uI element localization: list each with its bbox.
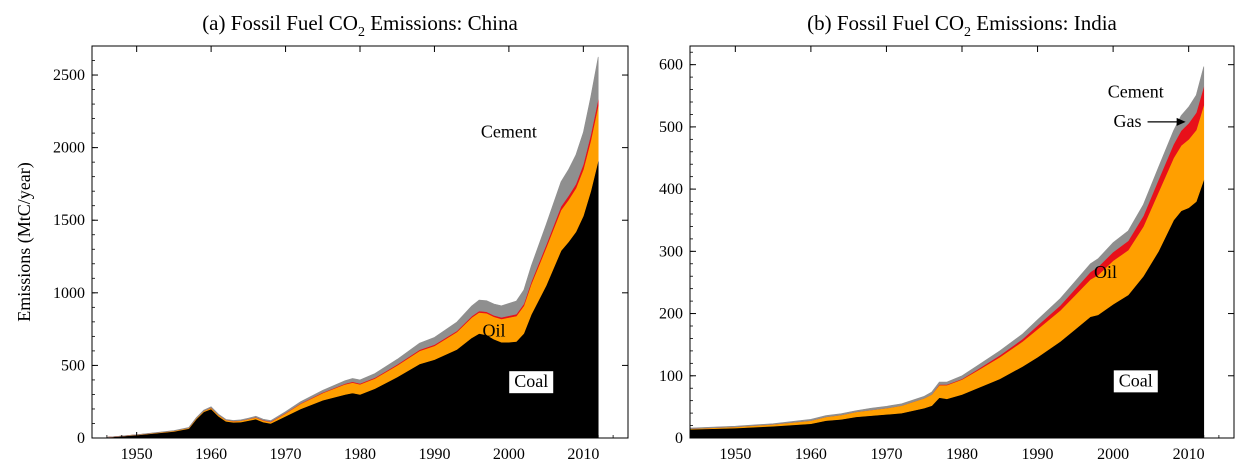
chart-title: (a) Fossil Fuel CO2 Emissions: China [202, 11, 518, 40]
y-tick-label: 2000 [53, 140, 85, 157]
x-tick-label: 1960 [795, 446, 827, 463]
x-tick-label: 2010 [1173, 446, 1205, 463]
x-tick-label: 1970 [870, 446, 902, 463]
area-cement [106, 56, 599, 438]
series-label-oil: Oil [482, 320, 505, 340]
x-tick-label: 2010 [567, 446, 599, 463]
x-tick-label: 1950 [719, 446, 751, 463]
x-tick-label: 1960 [195, 446, 227, 463]
y-tick-label: 500 [659, 119, 683, 136]
y-tick-label: 1000 [53, 285, 85, 302]
y-tick-label: 500 [61, 357, 85, 374]
chart-title-subscript: 2 [964, 25, 971, 40]
x-tick-label: 1970 [270, 446, 302, 463]
x-tick-label: 1980 [946, 446, 978, 463]
y-tick-label: 1500 [53, 212, 85, 229]
y-tick-label: 0 [77, 430, 85, 447]
y-tick-label: 300 [659, 243, 683, 260]
y-tick-label: 400 [659, 181, 683, 198]
y-tick-label: 100 [659, 368, 683, 385]
chart-title-main: (b) Fossil Fuel CO [807, 11, 964, 35]
x-tick-label: 1980 [344, 446, 376, 463]
y-axis-label: Emissions (MtC/year) [14, 162, 35, 322]
chart-title-subscript: 2 [358, 25, 365, 40]
chart-title: (b) Fossil Fuel CO2 Emissions: India [807, 11, 1117, 40]
x-tick-label: 1950 [121, 446, 153, 463]
x-tick-label: 1990 [1022, 446, 1054, 463]
coal-label-box [1113, 370, 1158, 393]
series-label-coal: Coal [514, 371, 548, 391]
y-tick-label: 200 [659, 306, 683, 323]
series-label-cement: Cement [481, 121, 537, 141]
series-label-gas: Gas [1114, 111, 1142, 131]
panel-india: 1950 1960 1970 1980 1990 2000 2010 0 100 200 300 40… [659, 11, 1235, 463]
panel-china: 1950 1960 1970 1980 1990 2000 2010 0 500 1000 1500… [14, 11, 629, 463]
chart-title-main: (a) Fossil Fuel CO [202, 11, 358, 35]
chart-title-tail: Emissions: China [365, 11, 519, 35]
series-label-cement: Cement [1108, 82, 1164, 102]
y-tick-label: 600 [659, 57, 683, 74]
chart-title-tail: Emissions: India [971, 11, 1118, 35]
series-label-coal: Coal [1119, 370, 1153, 390]
series-label-oil: Oil [1094, 262, 1117, 282]
coal-label-box [509, 371, 554, 394]
x-tick-label: 1990 [418, 446, 450, 463]
gas-arrow-head [1176, 117, 1186, 126]
area-cement [689, 66, 1205, 429]
x-tick-label: 2000 [493, 446, 525, 463]
y-tick-label: 0 [675, 430, 683, 447]
x-tick-label: 2000 [1097, 446, 1129, 463]
y-tick-label: 2500 [53, 67, 85, 84]
